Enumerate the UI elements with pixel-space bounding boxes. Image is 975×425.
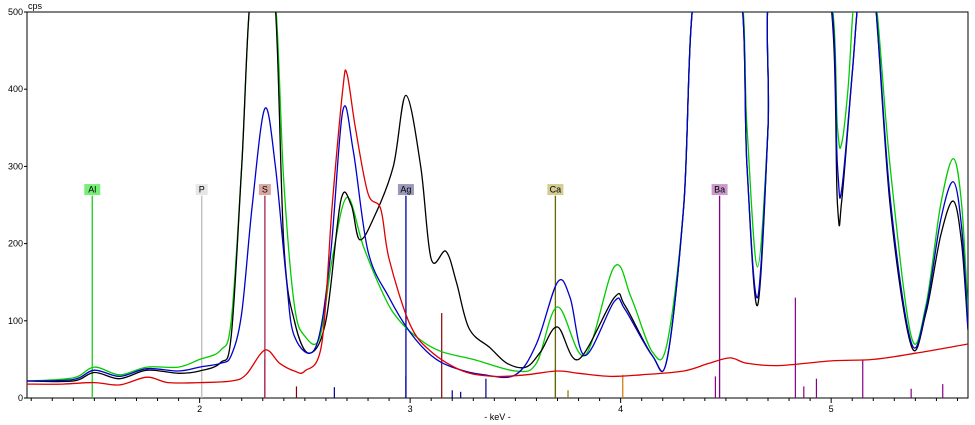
y-tick-label: 300 [8,161,23,171]
x-tick-label: 2 [197,404,202,414]
element-marker-box [547,184,564,196]
element-marker-labels: Al P S Ag Ca Ba [84,184,728,196]
x-tick-label: 4 [618,404,623,414]
element-marker-label: Ba [714,185,725,195]
series-line [27,12,968,382]
element-marker-box [397,184,414,196]
x-tick-label: 5 [829,404,834,414]
plot-frame [26,11,969,399]
y-tick-label: 500 [8,7,23,17]
y-axis-label: cps [28,1,43,11]
y-tick-label: 400 [8,84,23,94]
series-group [27,12,968,386]
element-marker-box [84,184,101,196]
element-marker-label: Al [88,185,96,195]
y-tick-label: 200 [8,239,23,249]
y-tick-label: 100 [8,316,23,326]
y-tick-label: 0 [18,393,23,403]
element-marker-label: Ca [550,185,562,195]
element-marker-lines [91,195,721,398]
element-marker-label: Ag [400,185,411,195]
x-tick-label: 3 [408,404,413,414]
element-marker-label: S [262,185,268,195]
element-marker-box [711,184,728,196]
element-marker-box [258,184,271,196]
series-line [27,69,968,386]
x-axis-label: - keV - [484,412,511,422]
element-marker-label: P [199,185,205,195]
element-marker-box [195,184,208,196]
